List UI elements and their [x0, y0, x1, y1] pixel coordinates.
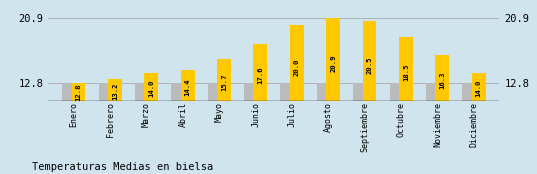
- Bar: [399, 37, 413, 101]
- Bar: [244, 83, 258, 101]
- Bar: [171, 83, 185, 101]
- Bar: [181, 70, 194, 101]
- Text: 14.0: 14.0: [476, 80, 482, 97]
- Text: 20.5: 20.5: [367, 56, 373, 74]
- Bar: [144, 73, 158, 101]
- Bar: [389, 83, 403, 101]
- Bar: [353, 83, 367, 101]
- Bar: [62, 83, 76, 101]
- Text: 14.0: 14.0: [148, 80, 154, 97]
- Text: 20.9: 20.9: [330, 55, 336, 72]
- Bar: [280, 83, 294, 101]
- Bar: [71, 83, 85, 101]
- Bar: [426, 83, 440, 101]
- Text: 15.7: 15.7: [221, 73, 227, 91]
- Text: 14.4: 14.4: [185, 78, 191, 96]
- Bar: [98, 83, 112, 101]
- Bar: [462, 83, 476, 101]
- Bar: [290, 25, 304, 101]
- Bar: [108, 79, 122, 101]
- Bar: [436, 55, 449, 101]
- Bar: [208, 83, 221, 101]
- Text: 12.8: 12.8: [76, 84, 82, 101]
- Bar: [217, 60, 231, 101]
- Text: Temperaturas Medias en bielsa: Temperaturas Medias en bielsa: [32, 162, 214, 172]
- Bar: [326, 18, 340, 101]
- Bar: [135, 83, 149, 101]
- Bar: [362, 21, 376, 101]
- Text: 20.0: 20.0: [294, 58, 300, 76]
- Bar: [472, 73, 485, 101]
- Bar: [317, 83, 331, 101]
- Bar: [253, 44, 267, 101]
- Text: 13.2: 13.2: [112, 82, 118, 100]
- Text: 16.3: 16.3: [439, 71, 445, 89]
- Text: 18.5: 18.5: [403, 64, 409, 81]
- Text: 17.6: 17.6: [257, 67, 264, 84]
